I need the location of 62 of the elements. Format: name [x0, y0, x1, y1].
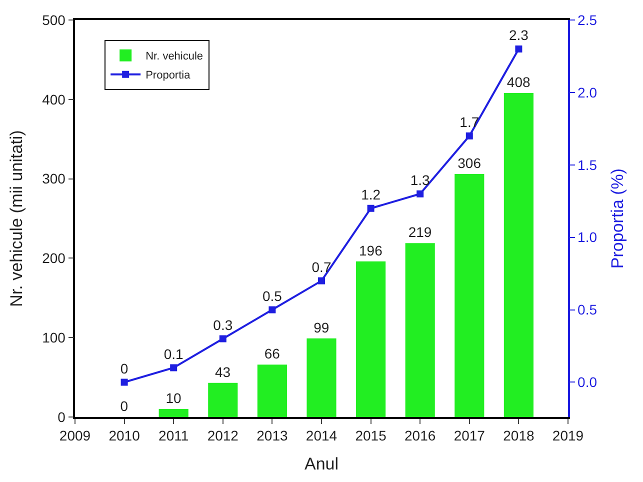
y-tick-label: 300	[42, 170, 66, 187]
bar	[405, 243, 435, 417]
y2-tick-label: 0.0	[578, 374, 598, 390]
x-tick-label: 2015	[355, 428, 387, 444]
point	[268, 306, 276, 314]
data-label: 219	[408, 224, 432, 240]
data-label: 99	[314, 319, 330, 336]
x-tick-label: 2011	[158, 428, 189, 444]
y2-axis-title: Proportia (%)	[608, 168, 628, 269]
data-label: 10	[166, 390, 182, 406]
point	[367, 204, 374, 212]
y-axis-title: Nr. vehicule (mii unitati)	[7, 130, 26, 307]
data-label: 43	[215, 364, 231, 380]
point	[515, 45, 522, 52]
data-label: 0.1	[164, 346, 184, 362]
legend-label: Proportia	[146, 70, 192, 82]
bar	[504, 93, 534, 417]
point	[416, 190, 424, 198]
data-label: 0	[120, 360, 128, 376]
x-tick-label: 2012	[207, 428, 239, 444]
data-label: 66	[264, 346, 280, 362]
point	[219, 335, 226, 342]
y-tick-label: 500	[42, 12, 66, 28]
data-label: 0	[120, 398, 128, 414]
x-tick-label: 2010	[108, 428, 140, 444]
y2-tick-label: 1.0	[578, 229, 598, 246]
data-label: 0.7	[312, 258, 332, 275]
legend-label: Nr. vehicule	[146, 50, 204, 63]
y2-tick-label: 2.5	[578, 12, 598, 28]
data-label: 1.3	[410, 172, 430, 188]
data-label: 2.3	[508, 27, 529, 44]
x-tick-label: 2017	[454, 428, 486, 444]
data-label: 1.2	[361, 186, 381, 202]
bar	[257, 364, 287, 417]
y-tick-label: 0	[58, 408, 66, 425]
bar	[208, 382, 238, 417]
x-tick-label: 2009	[59, 428, 91, 444]
x-tick-label: 2019	[552, 428, 584, 444]
y-tick-label: 400	[42, 91, 66, 108]
point	[466, 132, 473, 140]
point	[318, 277, 325, 284]
y2-tick-label: 1.5	[578, 156, 598, 173]
point	[170, 364, 178, 372]
bar	[158, 409, 188, 417]
x-axis-title: Anul	[304, 454, 339, 474]
x-tick-label: 2018	[503, 428, 534, 444]
y-tick-label: 100	[42, 330, 66, 346]
bar	[356, 261, 386, 417]
x-tick-label: 2014	[306, 428, 338, 444]
bar	[306, 338, 336, 417]
y-tick-label: 200	[42, 250, 66, 266]
data-label: 196	[359, 242, 383, 258]
data-label: 408	[506, 74, 530, 90]
point	[120, 378, 128, 386]
x-tick-label: 2016	[404, 428, 436, 444]
x-tick-label: 2013	[256, 428, 288, 444]
y2-tick-label: 0.5	[578, 302, 598, 318]
data-label: 0.3	[213, 316, 233, 333]
data-label: 0.5	[262, 288, 282, 304]
y2-tick-label: 2.0	[578, 84, 598, 100]
bar	[454, 174, 484, 417]
data-label: 306	[458, 155, 482, 172]
